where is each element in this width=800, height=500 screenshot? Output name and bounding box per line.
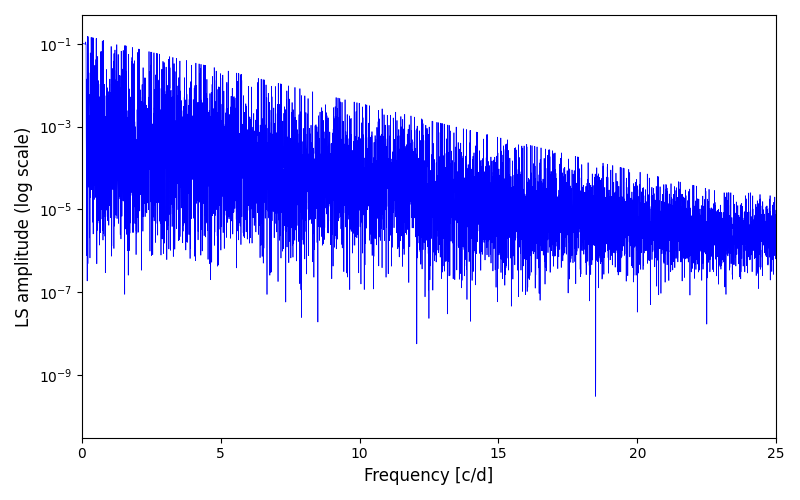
X-axis label: Frequency [c/d]: Frequency [c/d] [364, 467, 494, 485]
Y-axis label: LS amplitude (log scale): LS amplitude (log scale) [15, 126, 33, 326]
